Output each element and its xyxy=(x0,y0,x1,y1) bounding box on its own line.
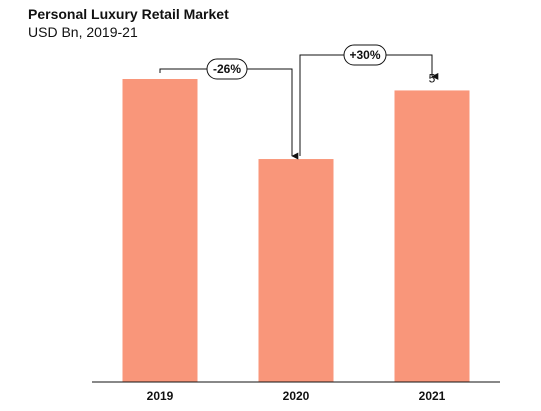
bar-2019 xyxy=(122,79,198,382)
x-tick-label: 2020 xyxy=(283,389,310,403)
bar-2020 xyxy=(258,159,334,382)
bar-2021 xyxy=(394,90,470,382)
chart-subtitle: USD Bn, 2019-21 xyxy=(28,24,138,40)
growth-badge xyxy=(343,44,387,66)
chart-title: Personal Luxury Retail Market xyxy=(28,6,229,22)
data-label: 5 xyxy=(429,71,436,85)
growth-badge xyxy=(206,58,248,80)
x-tick-label: 2019 xyxy=(147,389,174,403)
growth-label: -26% xyxy=(213,62,241,76)
x-tick-label: 2021 xyxy=(419,389,446,403)
growth-label: +30% xyxy=(349,48,380,62)
